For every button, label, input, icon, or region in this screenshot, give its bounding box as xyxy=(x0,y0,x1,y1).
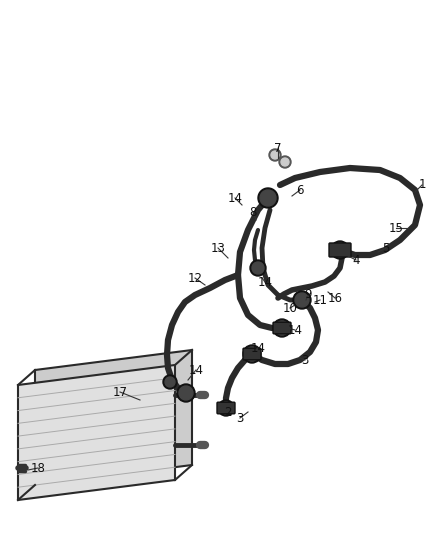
Circle shape xyxy=(165,377,175,387)
FancyBboxPatch shape xyxy=(217,402,235,414)
Text: 12: 12 xyxy=(187,271,202,285)
Text: 5: 5 xyxy=(382,241,390,254)
Text: 15: 15 xyxy=(389,222,403,235)
Text: 10: 10 xyxy=(283,302,297,314)
Circle shape xyxy=(177,384,195,402)
Text: 1: 1 xyxy=(418,179,426,191)
Circle shape xyxy=(218,400,234,416)
Polygon shape xyxy=(18,365,175,500)
Circle shape xyxy=(220,402,232,414)
Circle shape xyxy=(258,188,278,208)
Text: 3: 3 xyxy=(301,353,309,367)
Text: 4: 4 xyxy=(352,254,360,266)
Circle shape xyxy=(273,319,291,337)
Circle shape xyxy=(281,158,289,166)
Text: 3: 3 xyxy=(237,411,244,424)
Text: 14: 14 xyxy=(251,342,265,354)
Text: 8: 8 xyxy=(249,206,257,219)
Circle shape xyxy=(269,149,281,161)
Circle shape xyxy=(243,345,261,363)
Circle shape xyxy=(293,291,311,309)
Text: 2: 2 xyxy=(224,406,232,418)
Circle shape xyxy=(271,151,279,159)
Polygon shape xyxy=(35,350,192,485)
Text: 14: 14 xyxy=(227,191,243,205)
Circle shape xyxy=(245,347,259,361)
Text: 18: 18 xyxy=(31,462,46,474)
FancyBboxPatch shape xyxy=(273,322,291,334)
Text: 6: 6 xyxy=(296,183,304,197)
Text: 14: 14 xyxy=(188,364,204,376)
Circle shape xyxy=(279,156,291,168)
Text: 14: 14 xyxy=(287,324,303,336)
Text: 9: 9 xyxy=(304,288,312,302)
Circle shape xyxy=(260,190,276,206)
Circle shape xyxy=(163,375,177,389)
Circle shape xyxy=(295,293,309,307)
Text: 16: 16 xyxy=(328,292,343,304)
Text: 7: 7 xyxy=(274,141,282,155)
FancyBboxPatch shape xyxy=(329,243,351,257)
Circle shape xyxy=(179,386,193,400)
Text: 11: 11 xyxy=(312,294,328,306)
Circle shape xyxy=(252,262,264,274)
Text: 17: 17 xyxy=(113,385,127,399)
Text: 13: 13 xyxy=(211,241,226,254)
FancyBboxPatch shape xyxy=(243,348,261,360)
Circle shape xyxy=(333,243,347,257)
Text: 14: 14 xyxy=(258,276,272,288)
Circle shape xyxy=(331,241,349,259)
Circle shape xyxy=(250,260,266,276)
Circle shape xyxy=(275,321,289,335)
